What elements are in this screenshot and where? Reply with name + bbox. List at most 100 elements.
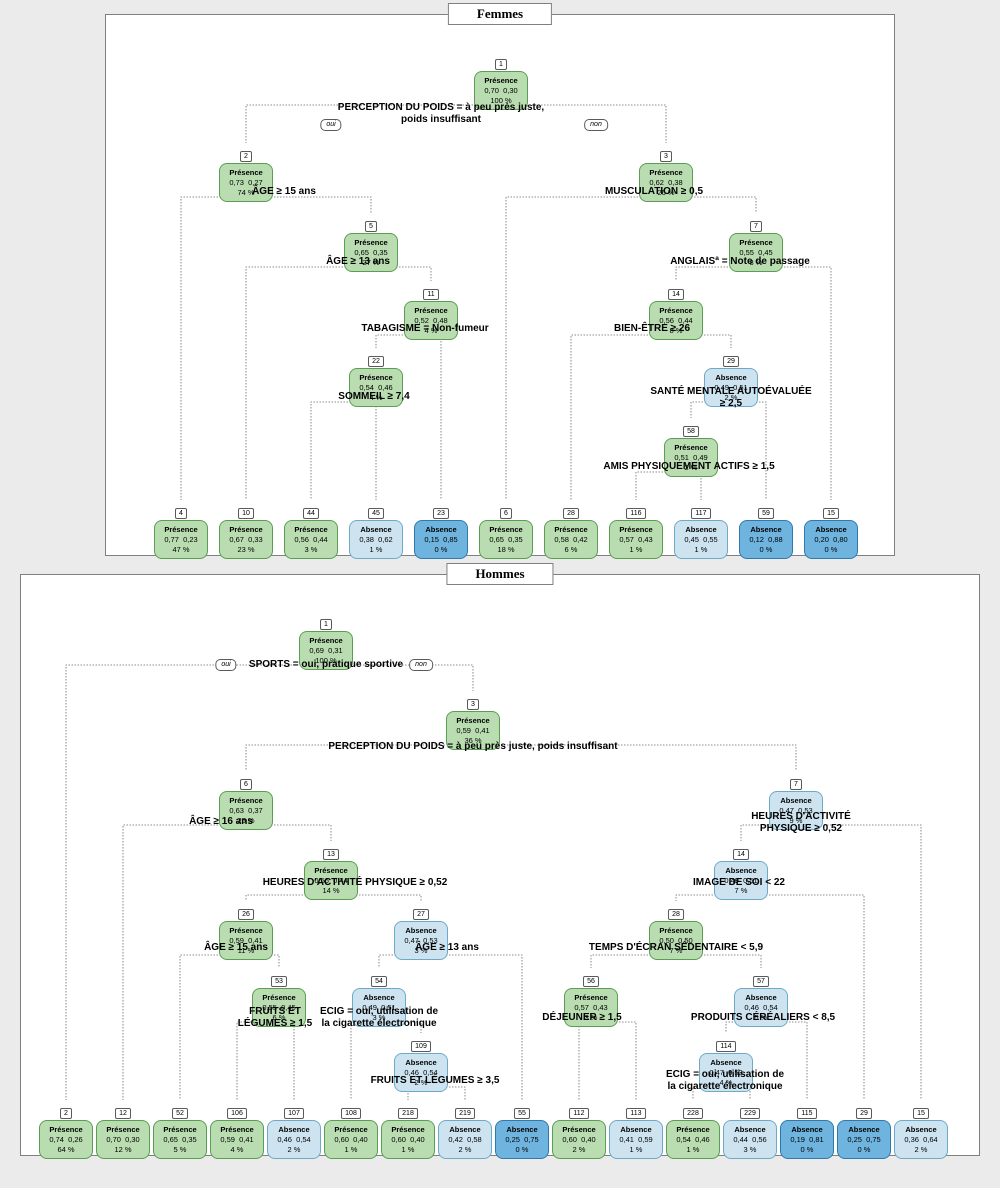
node-id-tag: 11 (423, 289, 438, 300)
node-box: Présence0,65 0,3518 % (479, 520, 533, 559)
tree-node: 106Présence0,59 0,414 % (210, 1102, 264, 1159)
node-label: Présence (222, 796, 270, 806)
node-id-tag: 45 (368, 508, 384, 519)
node-pct: 1 % (669, 1145, 717, 1155)
node-id-tag: 107 (284, 1108, 304, 1119)
node-pct: 64 % (42, 1145, 90, 1155)
node-box: Absence0,20 0,800 % (804, 520, 858, 559)
split-label: ÂGE ≥ 16 ans (189, 816, 253, 828)
node-id-tag: 26 (238, 909, 254, 920)
tree-node: 117Absence0,45 0,551 % (674, 502, 728, 559)
node-values: 0,60 0,40 (555, 1135, 603, 1145)
node-box: Présence0,67 0,3323 % (219, 520, 273, 559)
node-label: Absence (897, 1125, 945, 1135)
tree-node: 229Absence0,44 0,563 % (723, 1102, 777, 1159)
node-values: 0,58 0,42 (547, 535, 595, 545)
node-pct: 1 % (612, 1145, 660, 1155)
node-box: Présence0,74 0,2664 % (39, 1120, 93, 1159)
tree-node: 52Présence0,65 0,355 % (153, 1102, 207, 1159)
node-id-tag: 229 (740, 1108, 760, 1119)
tree-node: 228Présence0,54 0,461 % (666, 1102, 720, 1159)
tree-node: 15Absence0,36 0,642 % (894, 1102, 948, 1159)
node-id-tag: 15 (823, 508, 839, 519)
node-id-tag: 29 (723, 356, 739, 367)
node-box: Présence0,65 0,355 % (153, 1120, 207, 1159)
node-values: 0,70 0,30 (99, 1135, 147, 1145)
node-label: Absence (397, 926, 445, 936)
node-label: Présence (287, 525, 335, 535)
node-box: Absence0,47 0,533 % (394, 921, 448, 960)
node-values: 0,59 0,41 (449, 726, 497, 736)
node-box: Présence0,60 0,401 % (381, 1120, 435, 1159)
node-id-tag: 218 (398, 1108, 418, 1119)
node-label: Présence (255, 993, 303, 1003)
node-box: Présence0,50 0,507 % (649, 921, 703, 960)
tree-node: 59Absence0,12 0,880 % (739, 502, 793, 559)
node-pct: 2 % (897, 1145, 945, 1155)
node-id-tag: 1 (320, 619, 332, 630)
node-id-tag: 2 (60, 1108, 72, 1119)
node-box: Présence0,60 0,401 % (324, 1120, 378, 1159)
tree-node: 14Absence0,49 0,517 % (714, 843, 768, 900)
node-values: 0,46 0,54 (270, 1135, 318, 1145)
node-values: 0,42 0,58 (441, 1135, 489, 1145)
node-id-tag: 106 (227, 1108, 247, 1119)
node-id-tag: 15 (913, 1108, 929, 1119)
tree-canvas-hommes: ouinonSPORTS = oui, pratique sportivePER… (21, 575, 981, 1155)
tree-node: 2Présence0,74 0,2664 % (39, 1102, 93, 1159)
node-id-tag: 219 (455, 1108, 475, 1119)
node-box: Absence0,19 0,810 % (780, 1120, 834, 1159)
node-pct: 0 % (783, 1145, 831, 1155)
node-pct: 2 % (441, 1145, 489, 1155)
node-label: Absence (441, 1125, 489, 1135)
node-label: Présence (222, 525, 270, 535)
node-id-tag: 57 (753, 976, 769, 987)
node-label: Absence (772, 796, 820, 806)
node-pct: 1 % (612, 545, 660, 555)
node-label: Absence (742, 525, 790, 535)
node-values: 0,12 0,88 (742, 535, 790, 545)
node-box: Absence0,36 0,642 % (894, 1120, 948, 1159)
split-label: BIEN-ÊTRE ≥ 26 (614, 323, 690, 335)
node-id-tag: 1 (495, 59, 507, 70)
node-id-tag: 5 (365, 221, 377, 232)
node-box: Absence0,42 0,582 % (438, 1120, 492, 1159)
node-label: Présence (612, 525, 660, 535)
node-values: 0,44 0,56 (726, 1135, 774, 1145)
split-label: ECIG = oui, utilisation de la cigarette … (666, 1069, 784, 1093)
node-pct: 1 % (384, 1145, 432, 1155)
split-label: TABAGISME = Non-fumeur (361, 323, 488, 335)
split-label: AMIS PHYSIQUEMENT ACTIFS ≥ 1,5 (603, 461, 774, 473)
node-box: Absence0,15 0,850 % (414, 520, 468, 559)
tree-node: 15Absence0,20 0,800 % (804, 502, 858, 559)
split-label: FRUITS ET LÉGUMES ≥ 3,5 (371, 1075, 500, 1087)
node-id-tag: 56 (583, 976, 599, 987)
node-label: Présence (555, 1125, 603, 1135)
node-id-tag: 10 (238, 508, 254, 519)
node-label: Absence (352, 525, 400, 535)
node-values: 0,19 0,81 (783, 1135, 831, 1145)
node-id-tag: 6 (240, 779, 252, 790)
node-box: Absence0,44 0,563 % (723, 1120, 777, 1159)
tree-node: 12Présence0,70 0,3012 % (96, 1102, 150, 1159)
node-box: Présence0,56 0,443 % (284, 520, 338, 559)
node-label: Présence (42, 1125, 90, 1135)
node-values: 0,54 0,46 (669, 1135, 717, 1145)
node-id-tag: 2 (240, 151, 252, 162)
node-label: Présence (732, 238, 780, 248)
node-values: 0,60 0,40 (327, 1135, 375, 1145)
node-pct: 18 % (482, 545, 530, 555)
node-id-tag: 3 (467, 699, 479, 710)
node-label: Absence (807, 525, 855, 535)
split-label: ÂGE ≥ 15 ans (252, 186, 316, 198)
node-label: Absence (717, 866, 765, 876)
node-pct: 2 % (270, 1145, 318, 1155)
tree-node: 6Présence0,65 0,3518 % (479, 502, 533, 559)
node-values: 0,67 0,33 (222, 535, 270, 545)
node-label: Absence (355, 993, 403, 1003)
node-label: Absence (397, 1058, 445, 1068)
split-label: ÂGE ≥ 13 ans (326, 256, 390, 268)
node-id-tag: 7 (750, 221, 762, 232)
node-label: Présence (222, 926, 270, 936)
node-label: Présence (547, 525, 595, 535)
